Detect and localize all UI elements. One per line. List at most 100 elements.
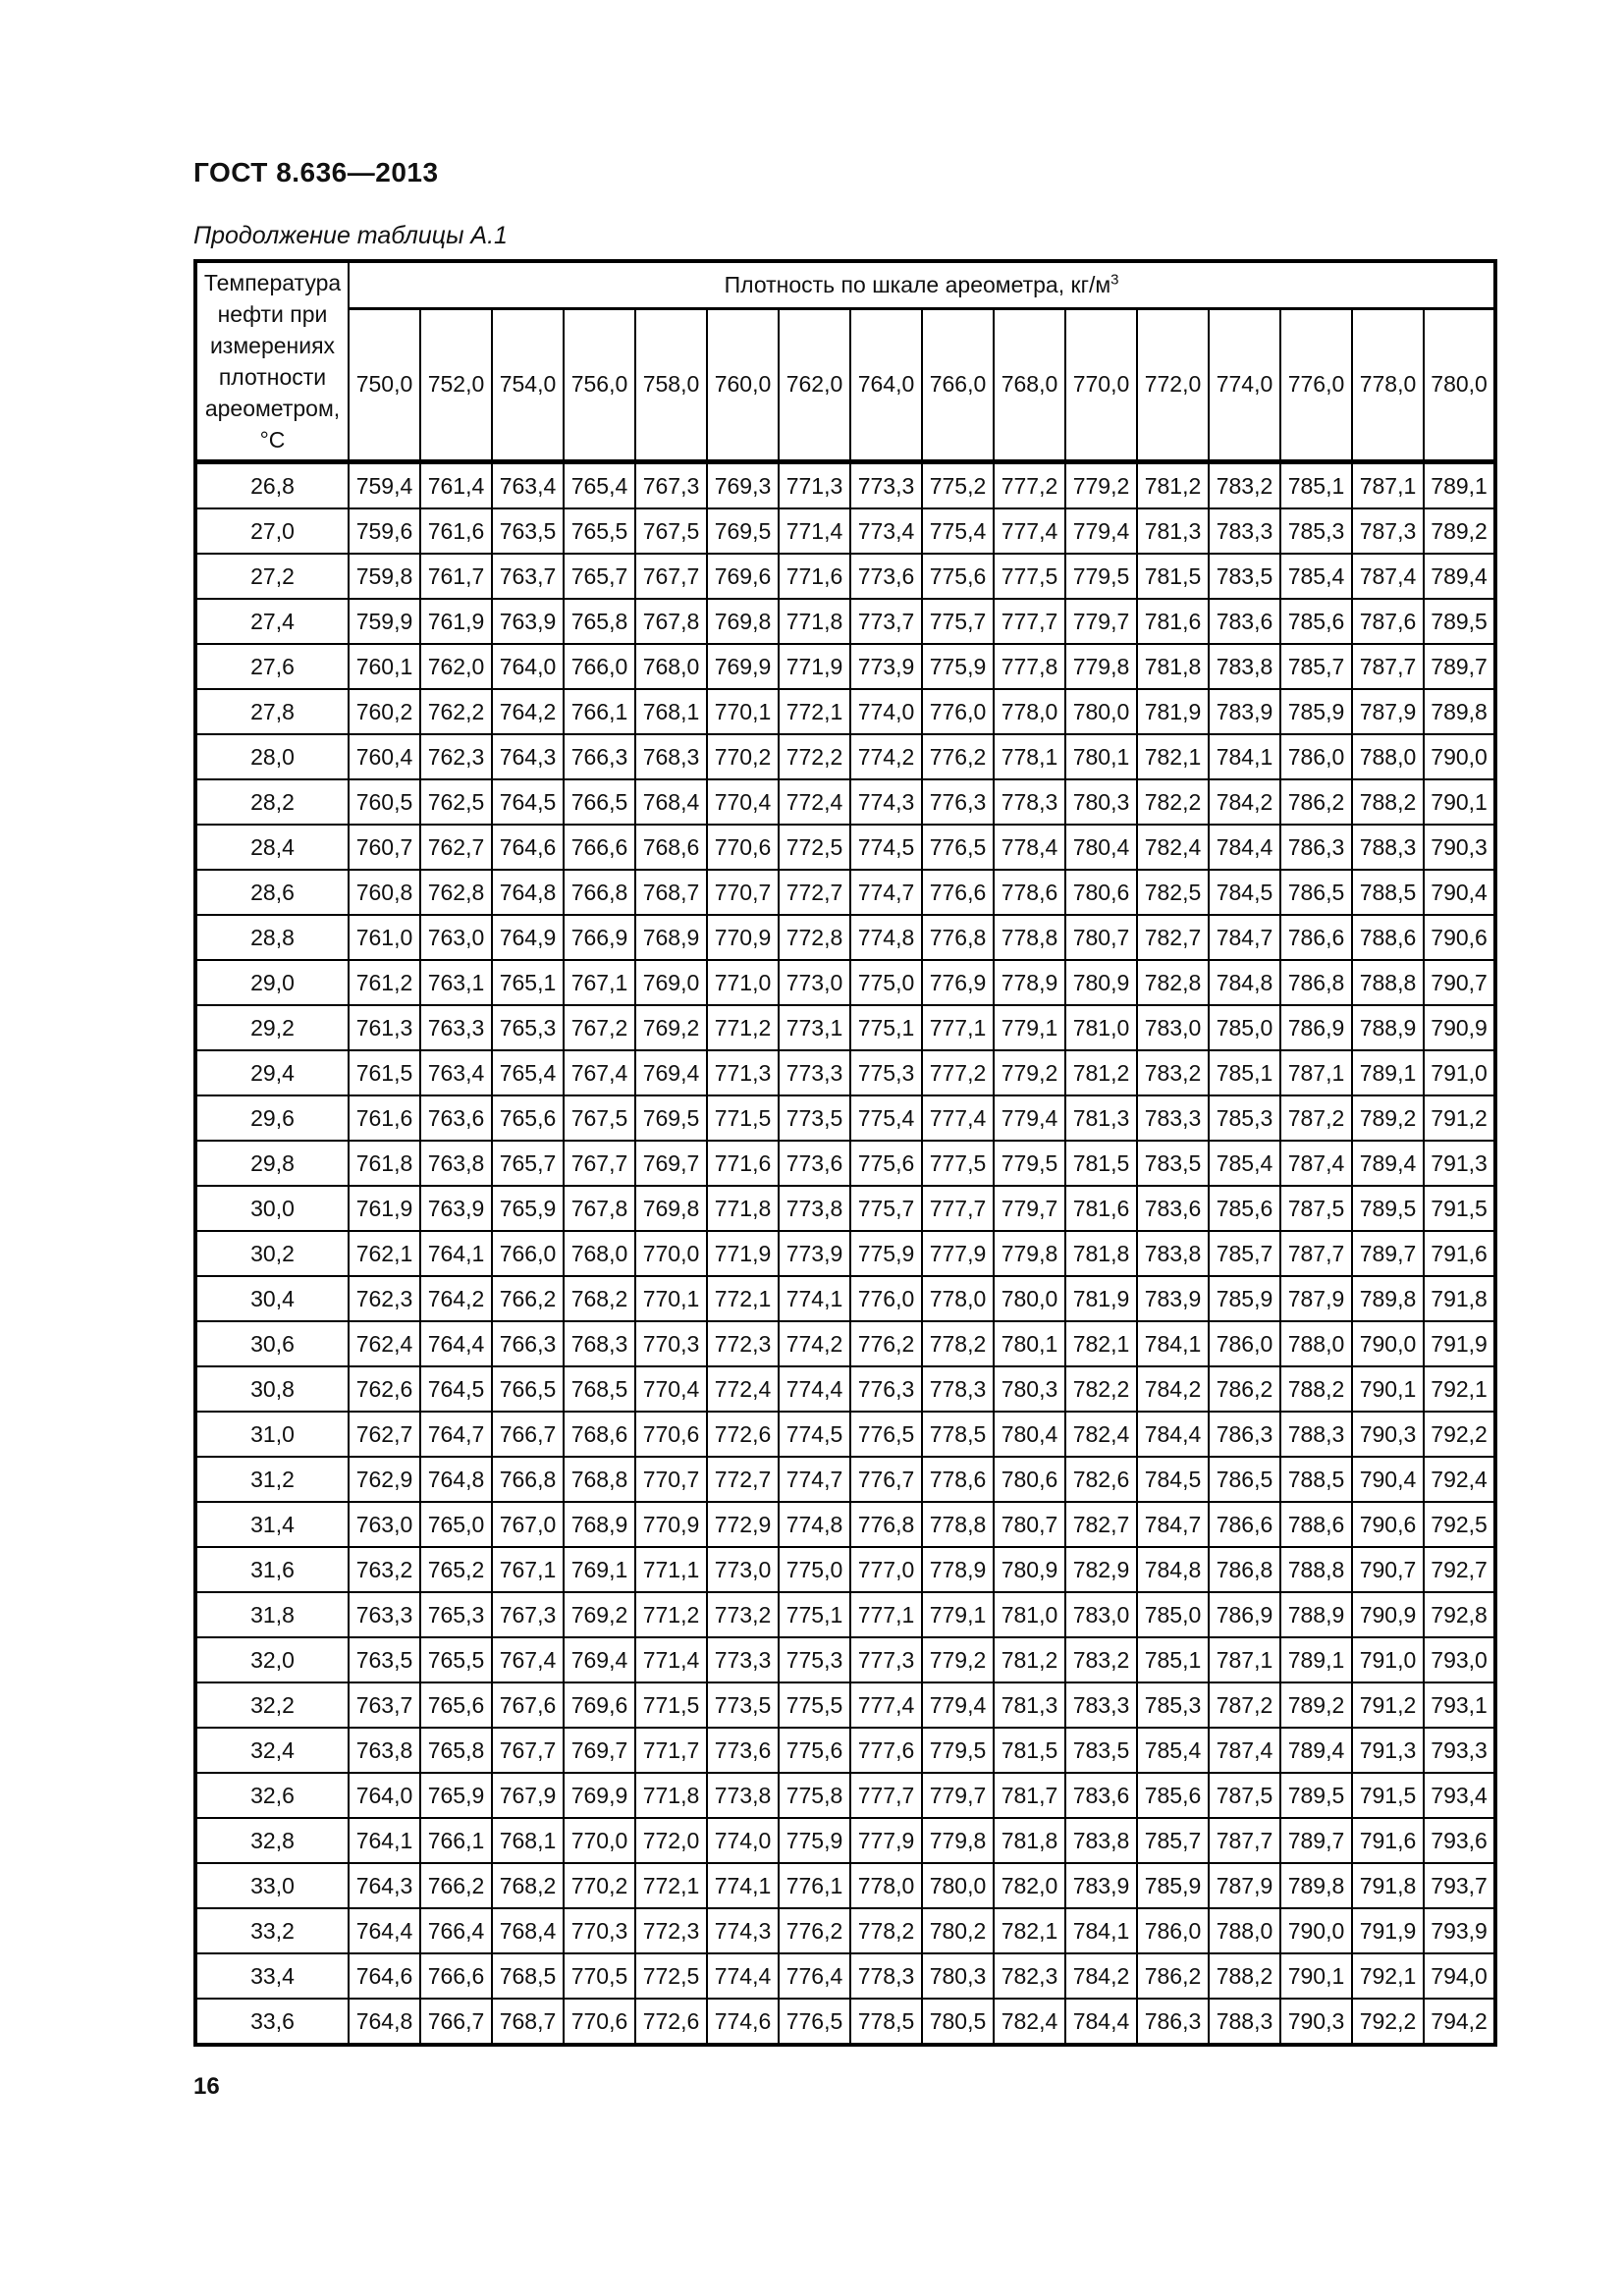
density-cell: 770,1 bbox=[706, 688, 780, 735]
table-row: 27,8 760,2 762,2 764,2 766,1 768,1 770,1 772,1 7… bbox=[194, 688, 1497, 735]
density-cell: 772,2 bbox=[778, 733, 851, 780]
density-cell: 773,8 bbox=[778, 1185, 851, 1232]
density-cell: 762,6 bbox=[348, 1365, 421, 1413]
density-cell: 773,9 bbox=[849, 643, 923, 690]
table-row: 31,2 762,9 764,8 766,8 768,8 770,7 772,7 774,7 7… bbox=[194, 1456, 1497, 1503]
density-cell: 769,9 bbox=[563, 1772, 636, 1819]
density-column-header: 774,0 bbox=[1208, 307, 1281, 464]
density-cell: 760,2 bbox=[348, 688, 421, 735]
density-cell: 759,4 bbox=[348, 460, 421, 509]
density-cell: 782,7 bbox=[1136, 914, 1210, 961]
density-cell: 786,3 bbox=[1208, 1411, 1281, 1458]
density-cell: 789,7 bbox=[1351, 1230, 1425, 1277]
density-cell: 775,4 bbox=[849, 1095, 923, 1142]
temperature-cell: 28,6 bbox=[194, 869, 350, 916]
density-cell: 779,5 bbox=[921, 1727, 995, 1774]
density-cell: 775,6 bbox=[778, 1727, 851, 1774]
density-cell: 768,1 bbox=[634, 688, 708, 735]
density-cell: 785,9 bbox=[1208, 1275, 1281, 1322]
density-cell: 777,2 bbox=[993, 460, 1066, 509]
density-cell: 783,6 bbox=[1208, 598, 1281, 645]
density-cell: 772,6 bbox=[706, 1411, 780, 1458]
density-cell: 790,3 bbox=[1279, 1998, 1353, 2046]
density-cell: 774,7 bbox=[778, 1456, 851, 1503]
density-cell: 780,0 bbox=[921, 1862, 995, 1909]
density-cell: 767,6 bbox=[491, 1682, 565, 1729]
density-cell: 788,0 bbox=[1208, 1907, 1281, 1954]
temperature-cell: 27,8 bbox=[194, 688, 350, 735]
density-column-header: 770,0 bbox=[1064, 307, 1138, 464]
density-cell: 769,9 bbox=[706, 643, 780, 690]
density-cell: 783,0 bbox=[1136, 1004, 1210, 1051]
temperature-cell: 31,4 bbox=[194, 1501, 350, 1548]
density-column-header: 778,0 bbox=[1351, 307, 1425, 464]
density-cell: 770,3 bbox=[634, 1320, 708, 1367]
temperature-cell: 29,4 bbox=[194, 1049, 350, 1096]
density-cell: 767,8 bbox=[563, 1185, 636, 1232]
density-cell: 788,0 bbox=[1279, 1320, 1353, 1367]
density-cell: 783,8 bbox=[1208, 643, 1281, 690]
density-cell: 784,7 bbox=[1136, 1501, 1210, 1548]
density-cell: 781,0 bbox=[1064, 1004, 1138, 1051]
density-cell: 762,9 bbox=[348, 1456, 421, 1503]
density-cell: 760,7 bbox=[348, 824, 421, 871]
density-cell: 787,5 bbox=[1208, 1772, 1281, 1819]
density-cell: 781,3 bbox=[1064, 1095, 1138, 1142]
density-cell: 773,5 bbox=[778, 1095, 851, 1142]
density-cell: 769,8 bbox=[706, 598, 780, 645]
density-cell: 771,6 bbox=[706, 1140, 780, 1187]
temperature-cell: 28,2 bbox=[194, 778, 350, 826]
density-cell: 793,9 bbox=[1422, 1907, 1497, 1954]
density-cell: 788,6 bbox=[1279, 1501, 1353, 1548]
density-cell: 791,0 bbox=[1351, 1636, 1425, 1683]
density-cell: 786,2 bbox=[1208, 1365, 1281, 1413]
density-cell: 792,4 bbox=[1422, 1456, 1497, 1503]
density-cell: 773,4 bbox=[849, 507, 923, 555]
density-cell: 767,4 bbox=[563, 1049, 636, 1096]
density-cell: 764,8 bbox=[491, 869, 565, 916]
density-cell: 766,3 bbox=[563, 733, 636, 780]
density-cell: 768,0 bbox=[563, 1230, 636, 1277]
density-cell: 761,6 bbox=[419, 507, 493, 555]
temperature-cell: 29,2 bbox=[194, 1004, 350, 1051]
density-cell: 776,3 bbox=[921, 778, 995, 826]
density-cell: 790,0 bbox=[1351, 1320, 1425, 1367]
density-cell: 785,0 bbox=[1208, 1004, 1281, 1051]
density-cell: 786,5 bbox=[1279, 869, 1353, 916]
page-number: 16 bbox=[193, 2073, 220, 2100]
density-cell: 764,8 bbox=[419, 1456, 493, 1503]
density-column-header: 750,0 bbox=[348, 307, 421, 464]
density-cell: 769,2 bbox=[634, 1004, 708, 1051]
density-cell: 776,3 bbox=[849, 1365, 923, 1413]
density-cell: 768,9 bbox=[634, 914, 708, 961]
density-cell: 789,4 bbox=[1351, 1140, 1425, 1187]
density-cell: 772,5 bbox=[778, 824, 851, 871]
density-cell: 783,6 bbox=[1136, 1185, 1210, 1232]
density-cell: 785,3 bbox=[1136, 1682, 1210, 1729]
density-cell: 771,9 bbox=[706, 1230, 780, 1277]
density-cell: 768,4 bbox=[634, 778, 708, 826]
density-cell: 793,4 bbox=[1422, 1772, 1497, 1819]
density-cell: 769,7 bbox=[634, 1140, 708, 1187]
table-row: 33,6 764,8 766,7 768,7 770,6 772,6 774,6 776,5 7… bbox=[194, 1998, 1497, 2046]
density-cell: 770,9 bbox=[706, 914, 780, 961]
density-cell: 781,9 bbox=[1136, 688, 1210, 735]
density-cell: 762,4 bbox=[348, 1320, 421, 1367]
density-cell: 765,3 bbox=[491, 1004, 565, 1051]
density-cell: 764,4 bbox=[348, 1907, 421, 1954]
density-cell: 777,9 bbox=[849, 1817, 923, 1864]
density-cell: 767,4 bbox=[491, 1636, 565, 1683]
density-cell: 783,0 bbox=[1064, 1591, 1138, 1638]
density-cell: 765,6 bbox=[419, 1682, 493, 1729]
density-cell: 790,9 bbox=[1422, 1004, 1497, 1051]
density-cell: 791,3 bbox=[1422, 1140, 1497, 1187]
temperature-cell: 28,8 bbox=[194, 914, 350, 961]
density-cell: 775,9 bbox=[921, 643, 995, 690]
density-cell: 790,1 bbox=[1279, 1952, 1353, 2000]
density-cell: 771,8 bbox=[778, 598, 851, 645]
density-cell: 771,5 bbox=[706, 1095, 780, 1142]
density-cell: 764,3 bbox=[491, 733, 565, 780]
density-cell: 786,8 bbox=[1279, 959, 1353, 1006]
density-cell: 786,2 bbox=[1279, 778, 1353, 826]
density-column-header: 780,0 bbox=[1422, 307, 1497, 464]
